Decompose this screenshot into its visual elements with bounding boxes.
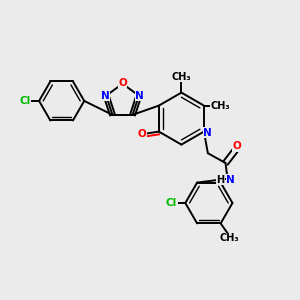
Text: CH₃: CH₃ <box>211 100 230 111</box>
Text: O: O <box>118 78 127 88</box>
Text: CH₃: CH₃ <box>172 72 191 82</box>
Text: CH₃: CH₃ <box>220 233 239 243</box>
Text: N: N <box>226 175 235 185</box>
Text: N: N <box>136 91 144 100</box>
Text: N: N <box>101 91 110 100</box>
Text: O: O <box>138 129 147 139</box>
Text: O: O <box>233 141 242 151</box>
Text: H: H <box>217 175 225 185</box>
Text: N: N <box>203 128 212 138</box>
Text: Cl: Cl <box>166 198 177 208</box>
Text: Cl: Cl <box>20 96 31 106</box>
